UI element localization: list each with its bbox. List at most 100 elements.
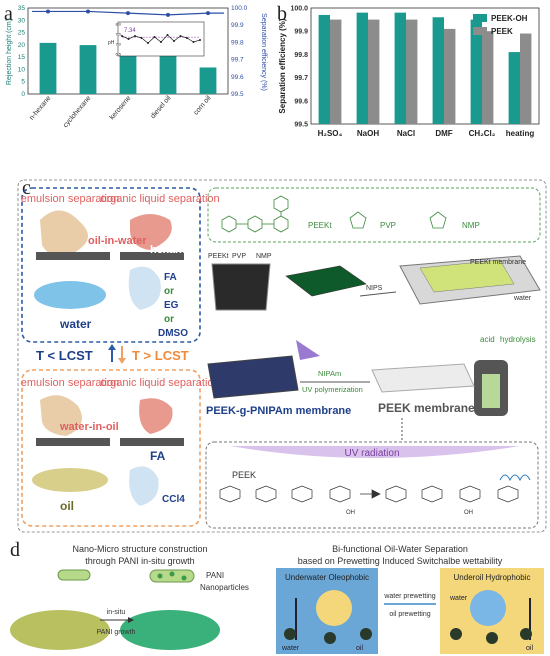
panel-b-bar bbox=[406, 19, 418, 125]
membrane-bottom-right bbox=[120, 438, 184, 446]
panel-b-bar bbox=[444, 28, 456, 125]
oil-splash-bottom-icon bbox=[32, 468, 108, 492]
membrane-top-right bbox=[120, 252, 184, 260]
panel-b-bar bbox=[482, 31, 494, 125]
panel-b-bar bbox=[368, 19, 380, 125]
legend-swatch-peek-oh bbox=[473, 14, 487, 22]
panel-b-chart: b Separation efficiency (%) 100.0 99.9 99.… bbox=[277, 3, 540, 138]
panel-d-letter: d bbox=[10, 539, 20, 561]
panel-a-x-label: diesel oil bbox=[150, 94, 173, 120]
ccl4-splash-icon bbox=[129, 466, 159, 506]
oil-in-water-label: oil-in-water bbox=[88, 235, 147, 247]
panel-a-efficiency-point bbox=[206, 11, 210, 16]
stock-label-nmp: NMP bbox=[256, 253, 272, 260]
panel-a-inset-point bbox=[160, 41, 162, 43]
panel-b-x-labels: H₂SO₄ NaOH NaCl DMF CH₂Cl₂ heating bbox=[318, 129, 535, 138]
lcst-high-label: T > LCST bbox=[132, 348, 189, 363]
pnipam-chain-icon bbox=[499, 474, 531, 482]
oil-label: oil bbox=[60, 499, 74, 513]
water-bath-label: water bbox=[513, 295, 532, 302]
panel-b-tick: 99.8 bbox=[294, 52, 308, 59]
right-title-2: based on Prewetting Induced Switchalbe w… bbox=[298, 556, 503, 566]
panel-b-tick: 100.0 bbox=[290, 6, 308, 13]
left-title-1: Nano-Micro structure construction bbox=[72, 544, 207, 554]
panel-a-left-tick: 25 bbox=[18, 30, 26, 37]
panel-a-right-tick: 99.7 bbox=[231, 57, 244, 64]
panel-a-right-tick: 100.0 bbox=[231, 5, 248, 12]
oil-droplet-icon bbox=[316, 590, 352, 626]
water-left-label: water bbox=[281, 645, 300, 652]
emulsion-top-label: emulsion separation bbox=[21, 193, 119, 205]
peek-chain-structure-icon bbox=[219, 485, 519, 503]
panel-a-right-ticks: 100.0 99.9 99.8 99.7 99.6 99.5 bbox=[231, 5, 248, 98]
acid-label: acid bbox=[480, 335, 495, 344]
membrane-bottom-left bbox=[36, 438, 110, 446]
oil-prewetting-label: oil prewetting bbox=[389, 611, 430, 618]
panel-a-efficiency-point bbox=[166, 12, 170, 17]
panel-d-figure: d Nano-Micro structure construction thro… bbox=[10, 539, 544, 654]
water-label: water bbox=[59, 317, 92, 331]
chem-label-pvp: PVP bbox=[380, 221, 396, 230]
pani-label: PANI bbox=[206, 571, 224, 580]
hydrolysis-label: hydrolysis bbox=[500, 335, 536, 344]
pvp-structure-icon bbox=[349, 211, 367, 229]
legend-label-peek-oh: PEEK-OH bbox=[491, 14, 528, 23]
uv-band bbox=[230, 446, 520, 458]
panel-c-frame bbox=[17, 179, 547, 533]
underoil-label: Underoil Hydrophobic bbox=[454, 573, 531, 582]
panel-a-x-label: cyclohexane bbox=[62, 95, 92, 129]
stock-label-pvp: PVP bbox=[232, 253, 246, 260]
hexane-splash-icon bbox=[130, 214, 172, 250]
panel-a-inset-point bbox=[179, 35, 182, 37]
panel-b-bar bbox=[394, 12, 406, 125]
fiber-mat-icon bbox=[10, 610, 110, 650]
oh-label-1: OH bbox=[346, 510, 355, 516]
panel-b-tick: 99.7 bbox=[294, 75, 308, 82]
panel-b-tick: 99.6 bbox=[294, 98, 308, 105]
beaker-icon bbox=[211, 263, 271, 311]
pani-growth-label: PANI growth bbox=[97, 629, 136, 636]
hexane-label: hexane bbox=[150, 244, 188, 256]
pani-mat-icon bbox=[120, 610, 220, 650]
nmp-structure-icon bbox=[429, 211, 447, 229]
right-title-1: Bi-functional Oil-Water Separation bbox=[332, 544, 468, 554]
panel-a-x-label: n-hexane bbox=[28, 95, 52, 122]
nipam-label: NIPAm bbox=[318, 369, 341, 378]
panel-b-x-label: heating bbox=[506, 129, 535, 138]
panel-b-ylabel: Separation efficiency (%) bbox=[278, 18, 287, 113]
panel-a-inset-point bbox=[166, 34, 169, 36]
panel-b-x-label: H₂SO₄ bbox=[318, 129, 343, 138]
water-in-oil-label: water-in-oil bbox=[59, 421, 119, 433]
panel-a-x-label: kerosene bbox=[109, 95, 133, 122]
panel-a-inset-ylabel: pH bbox=[108, 40, 115, 46]
panel-a-inset-tick: 7.5 bbox=[115, 32, 121, 37]
panel-a-inset-point bbox=[186, 37, 188, 39]
panel-a-inset-point bbox=[121, 35, 123, 37]
panel-a-bar bbox=[39, 42, 57, 94]
fa-item-4: or bbox=[164, 314, 174, 325]
panel-b-bar bbox=[508, 52, 520, 124]
panel-a-right-axis-label: Separation efficiency (%) bbox=[260, 13, 267, 91]
panel-a-bar bbox=[199, 67, 217, 94]
panel-a-inset-tick: 7.0 bbox=[115, 42, 121, 47]
panel-b-bar bbox=[432, 17, 444, 125]
peekt-membrane-label: PEEKt membrane bbox=[470, 259, 526, 266]
water-droplet-icon bbox=[470, 590, 506, 626]
panel-b-ticks: 100.0 99.9 99.8 99.7 99.6 99.5 bbox=[290, 6, 308, 129]
fa-item-1: FA bbox=[164, 272, 177, 283]
uv-radiation-label: UV radiation bbox=[344, 448, 399, 459]
panel-a-bar bbox=[159, 53, 177, 94]
panel-a-inset-tick: 8.0 bbox=[115, 22, 121, 27]
panel-a-inset-point bbox=[199, 39, 201, 41]
panel-a-inset-value: 7.34 bbox=[124, 28, 136, 34]
oil-left-label: oil bbox=[356, 645, 363, 652]
panel-a-efficiency-line bbox=[32, 9, 224, 17]
fa-item-5: DMSO bbox=[158, 328, 188, 339]
panel-b-frame bbox=[310, 7, 540, 125]
oh-label-2: OH bbox=[464, 510, 473, 516]
peekt-structure-icon bbox=[221, 195, 289, 233]
panel-a-bar bbox=[79, 45, 97, 94]
panel-a-right-tick: 99.5 bbox=[231, 91, 244, 98]
panel-b-x-label: NaCl bbox=[397, 129, 415, 138]
panel-a-right-tick: 99.9 bbox=[231, 22, 244, 29]
